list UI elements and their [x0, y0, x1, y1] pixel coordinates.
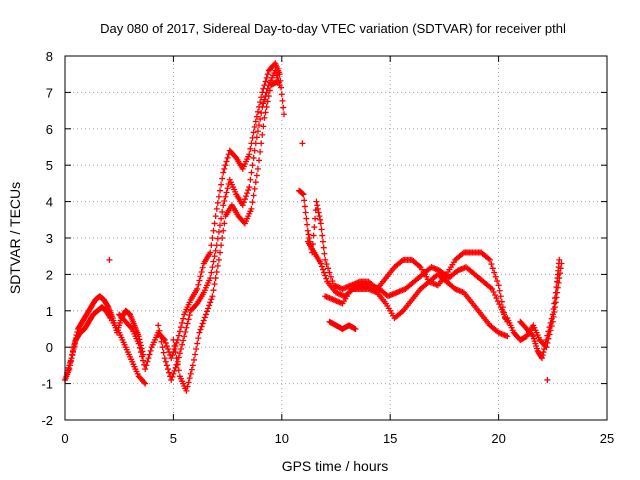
sdtvar-chart: Day 080 of 2017, Sidereal Day-to-day VTE…	[0, 0, 640, 480]
y-tick-label: 2	[46, 267, 53, 282]
x-axis-label: GPS time / hours	[282, 458, 389, 474]
x-tick-label: 10	[275, 431, 289, 446]
x-tick-label: 0	[61, 431, 68, 446]
y-tick-label: 7	[46, 85, 53, 100]
chart-background	[0, 0, 640, 480]
chart-title: Day 080 of 2017, Sidereal Day-to-day VTE…	[100, 21, 566, 36]
y-tick-label: -1	[41, 377, 53, 392]
x-tick-label: 5	[170, 431, 177, 446]
x-tick-label: 20	[491, 431, 505, 446]
y-axis-label: SDTVAR / TECUs	[7, 182, 23, 294]
y-tick-label: 6	[46, 122, 53, 137]
y-tick-label: 4	[46, 195, 53, 210]
y-tick-label: 8	[46, 49, 53, 64]
y-tick-label: 5	[46, 158, 53, 173]
y-tick-label: 3	[46, 231, 53, 246]
x-tick-label: 25	[600, 431, 614, 446]
x-tick-label: 15	[383, 431, 397, 446]
y-tick-label: 1	[46, 304, 53, 319]
y-tick-label: -2	[41, 413, 53, 428]
y-tick-label: 0	[46, 340, 53, 355]
